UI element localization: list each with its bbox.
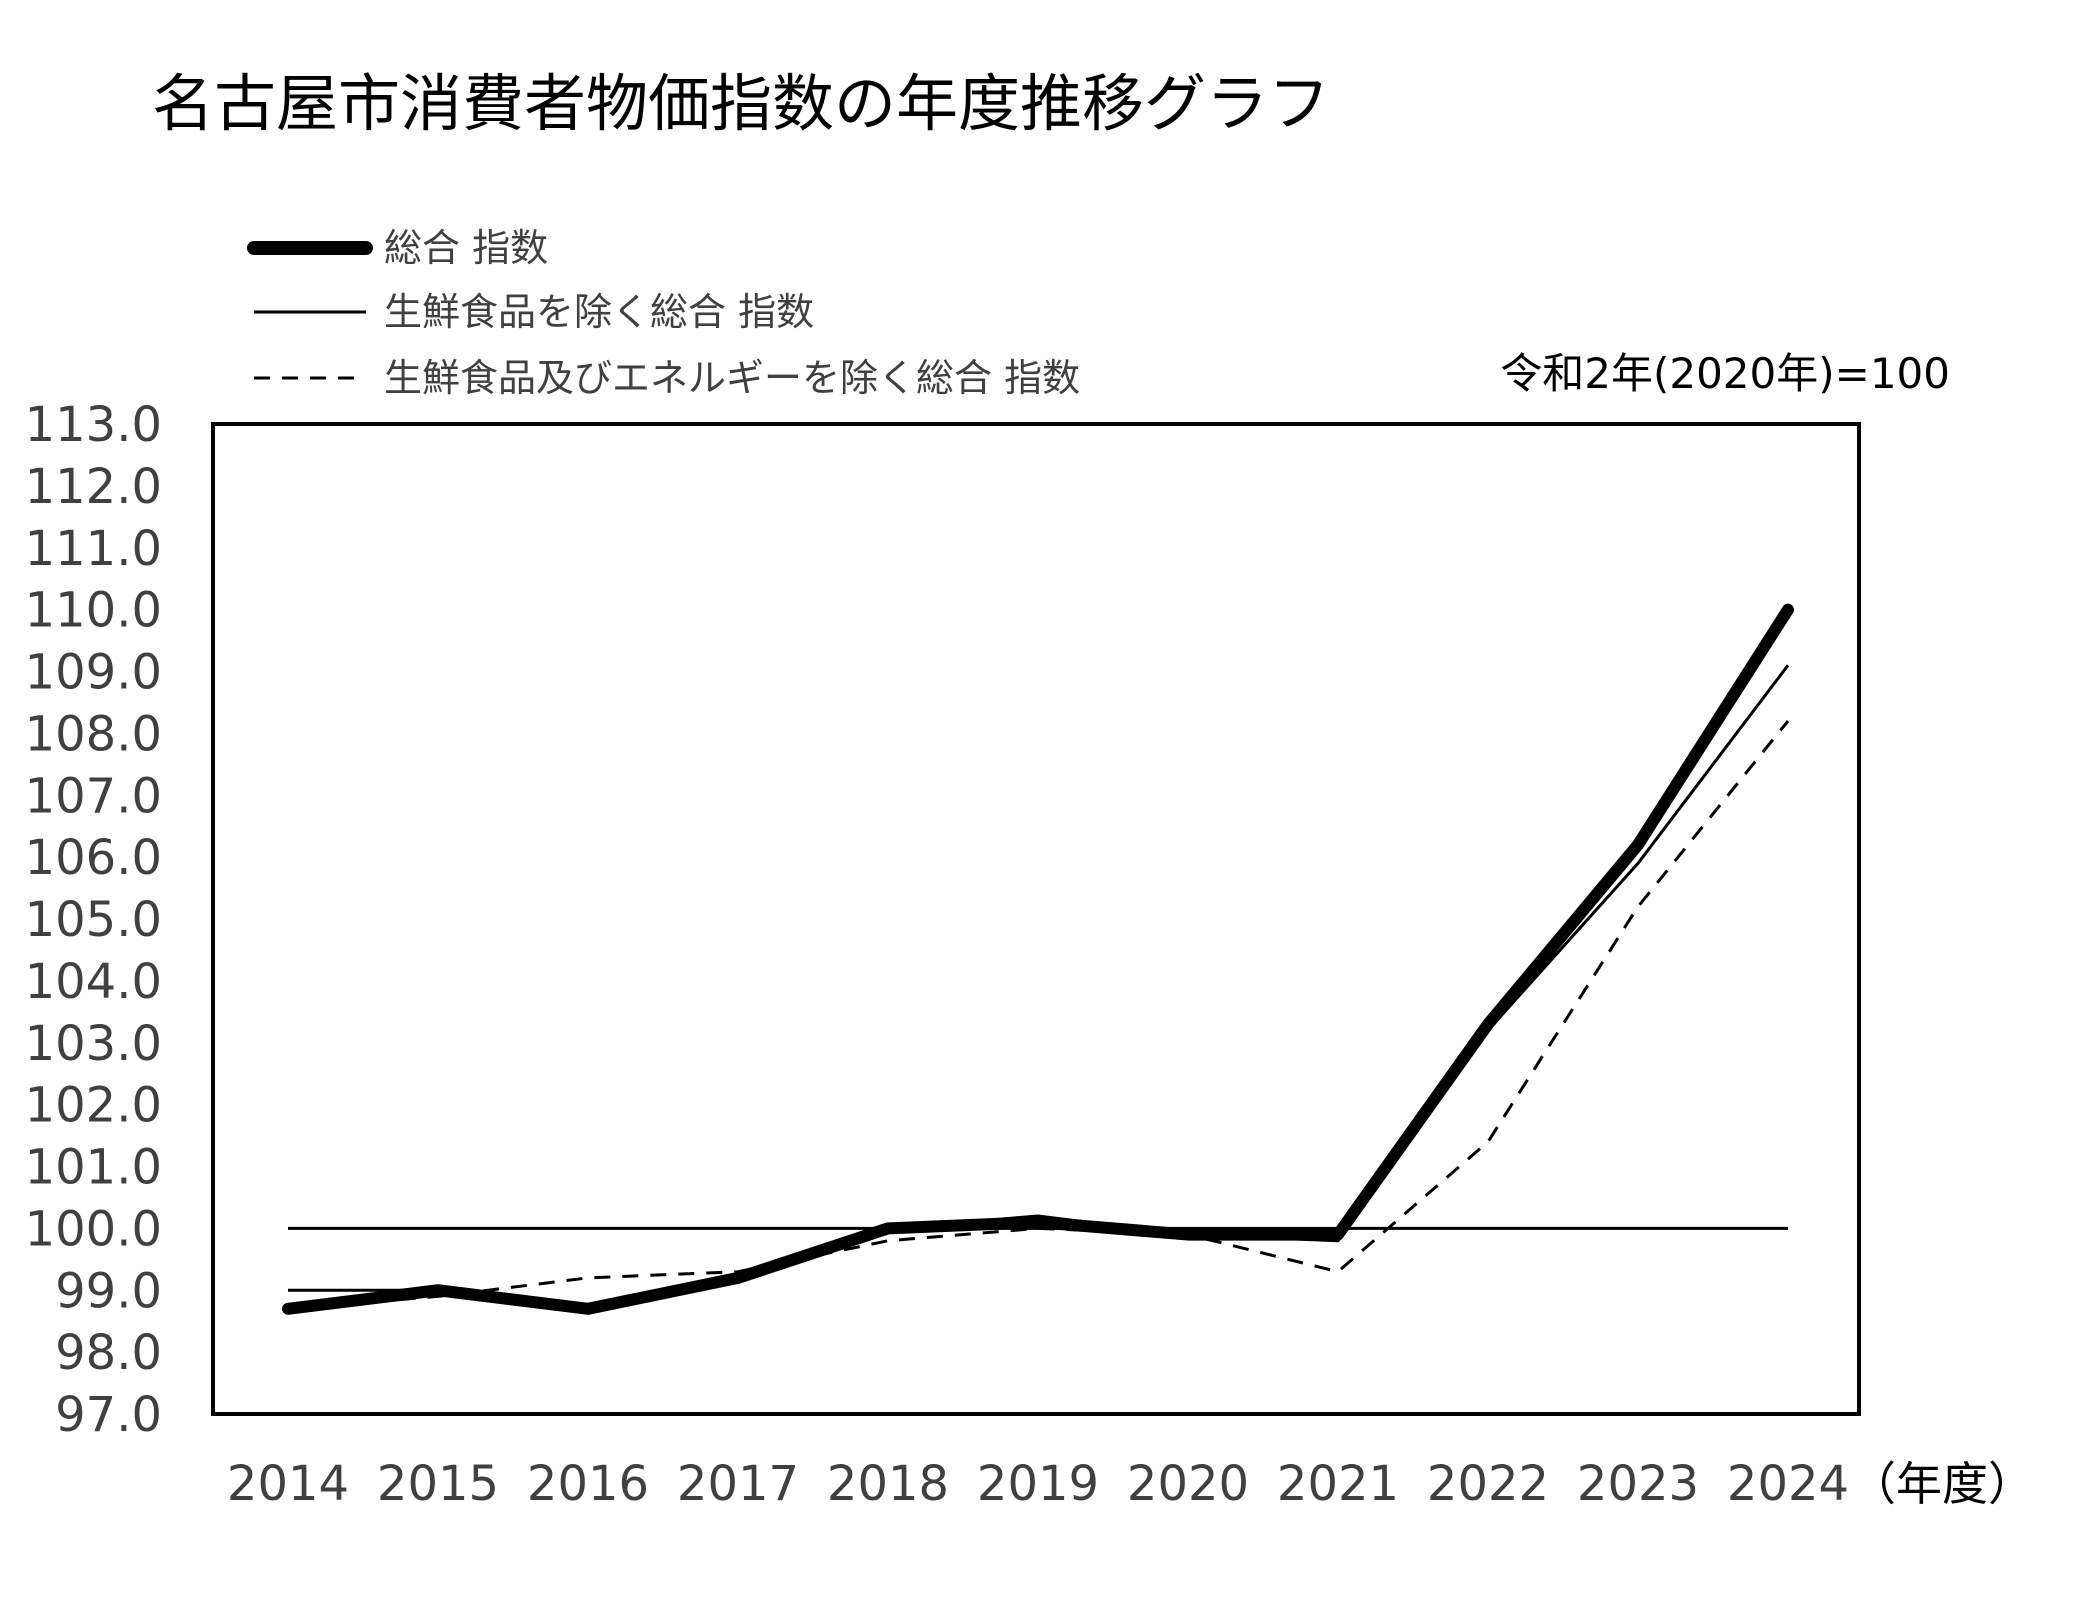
y-tick-label: 98.0 bbox=[55, 1325, 162, 1381]
y-tick-label: 103.0 bbox=[25, 1016, 162, 1072]
series-line-total bbox=[282, 603, 1794, 1315]
series-line-core bbox=[288, 664, 1790, 1311]
x-tick-label: 2021 bbox=[1277, 1456, 1399, 1512]
y-tick-label: 102.0 bbox=[25, 1078, 162, 1134]
legend: 総合 指数 生鮮食品を除く総合 指数 生鮮食品及びエネルギーを除く総合 指数 bbox=[247, 226, 1080, 400]
x-tick-label: 2020 bbox=[1127, 1456, 1249, 1512]
series-line-core-core bbox=[287, 720, 1790, 1311]
x-tick-label: 2022 bbox=[1427, 1456, 1549, 1512]
y-tick-label: 110.0 bbox=[25, 583, 162, 639]
y-tick-label: 108.0 bbox=[25, 706, 162, 762]
chart-title: 名古屋市消費者物価指数の年度推移グラフ bbox=[152, 67, 1330, 140]
y-tick-label: 97.0 bbox=[55, 1387, 162, 1443]
y-tick-label: 99.0 bbox=[55, 1263, 162, 1319]
y-tick-label: 109.0 bbox=[25, 645, 162, 701]
y-tick-label: 105.0 bbox=[25, 892, 162, 948]
x-tick-label: 2016 bbox=[527, 1456, 649, 1512]
x-axis: 2014 2015 2016 2017 2018 2019 2020 2021 2022 2023… bbox=[227, 1456, 1849, 1512]
y-tick-label: 111.0 bbox=[25, 521, 162, 577]
y-tick-label: 112.0 bbox=[25, 459, 162, 515]
legend-label-total: 総合 指数 bbox=[384, 226, 548, 270]
y-tick-label: 104.0 bbox=[25, 954, 162, 1010]
x-unit-label: （年度） bbox=[1850, 1457, 2034, 1511]
x-tick-label: 2015 bbox=[377, 1456, 499, 1512]
x-tick-label: 2023 bbox=[1577, 1456, 1699, 1512]
legend-label-core-core: 生鮮食品及びエネルギーを除く総合 指数 bbox=[384, 356, 1080, 400]
y-tick-label: 101.0 bbox=[25, 1140, 162, 1196]
y-tick-label: 100.0 bbox=[25, 1201, 162, 1257]
series-group bbox=[282, 603, 1794, 1315]
plot-frame bbox=[211, 422, 1861, 1416]
x-tick-label: 2024 bbox=[1727, 1456, 1849, 1512]
x-tick-label: 2014 bbox=[227, 1456, 349, 1512]
x-tick-label: 2018 bbox=[827, 1456, 949, 1512]
base-year-note: 令和2年(2020年)=100 bbox=[1500, 349, 1950, 398]
y-tick-label: 106.0 bbox=[25, 830, 162, 886]
y-tick-label: 113.0 bbox=[25, 397, 162, 453]
x-tick-label: 2017 bbox=[677, 1456, 799, 1512]
x-tick-label: 2019 bbox=[977, 1456, 1099, 1512]
y-tick-label: 107.0 bbox=[25, 768, 162, 824]
legend-label-core: 生鮮食品を除く総合 指数 bbox=[384, 290, 814, 334]
